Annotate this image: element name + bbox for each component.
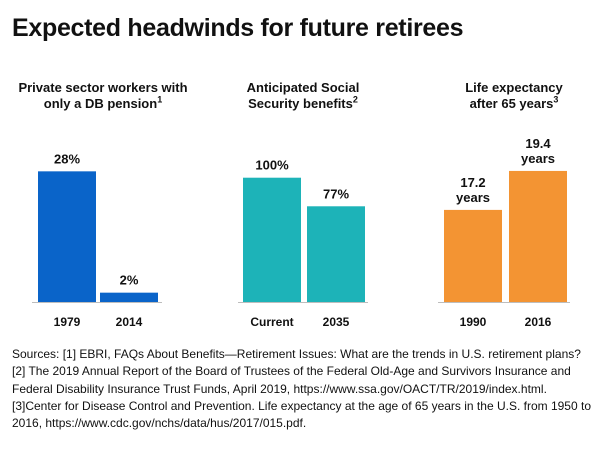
value-label: 2% [120, 273, 139, 288]
bar-charts: 28% 1979 2% 2014 100% Current 77% 2035 17.2 years… [32, 136, 570, 329]
chart-panel-2: 17.2 years 1990 19.4 years 2016 [438, 136, 570, 329]
sources-note: Sources: [1] EBRI, FAQs About Benefits—R… [12, 347, 591, 431]
value-label: 19.4 years [521, 136, 555, 166]
chart-panel-1: 100% Current 77% 2035 [238, 158, 368, 329]
footnote-marker: 1 [157, 94, 163, 105]
bar-1979 [38, 171, 96, 302]
value-label: 17.2 years [456, 175, 490, 205]
bar-2035 [307, 206, 365, 302]
category-label: 1979 [54, 315, 81, 329]
page-title: Expected headwinds for future retirees [12, 14, 464, 42]
panel-title-social-security: Anticipated Social Security benefits2 [203, 64, 403, 112]
category-label: 2016 [525, 315, 552, 329]
footnote-marker: 2 [352, 94, 358, 105]
panel-title-text: Private sector workers with only a DB pe… [18, 80, 188, 111]
panel-title-life-expectancy: Life expectancy after 65 years3 [418, 64, 600, 112]
footnote-marker: 3 [553, 94, 559, 105]
bar-1990 [444, 209, 502, 302]
category-label: 2014 [116, 315, 143, 329]
panel-title-text: Anticipated Social Security benefits [246, 80, 360, 111]
bar-2016 [509, 170, 567, 302]
panel-title-db-pension: Private sector workers with only a DB pe… [0, 64, 206, 112]
chart-panel-0: 28% 1979 2% 2014 [32, 151, 162, 329]
category-label: Current [250, 315, 293, 329]
category-label: 1990 [460, 315, 487, 329]
bar-current [243, 177, 301, 302]
bar-2014 [100, 292, 158, 302]
value-label: 100% [255, 158, 289, 173]
value-label: 28% [54, 151, 80, 166]
category-label: 2035 [323, 315, 350, 329]
panel-title-text: Life expectancy after 65 years [465, 80, 563, 111]
value-label: 77% [323, 186, 349, 201]
